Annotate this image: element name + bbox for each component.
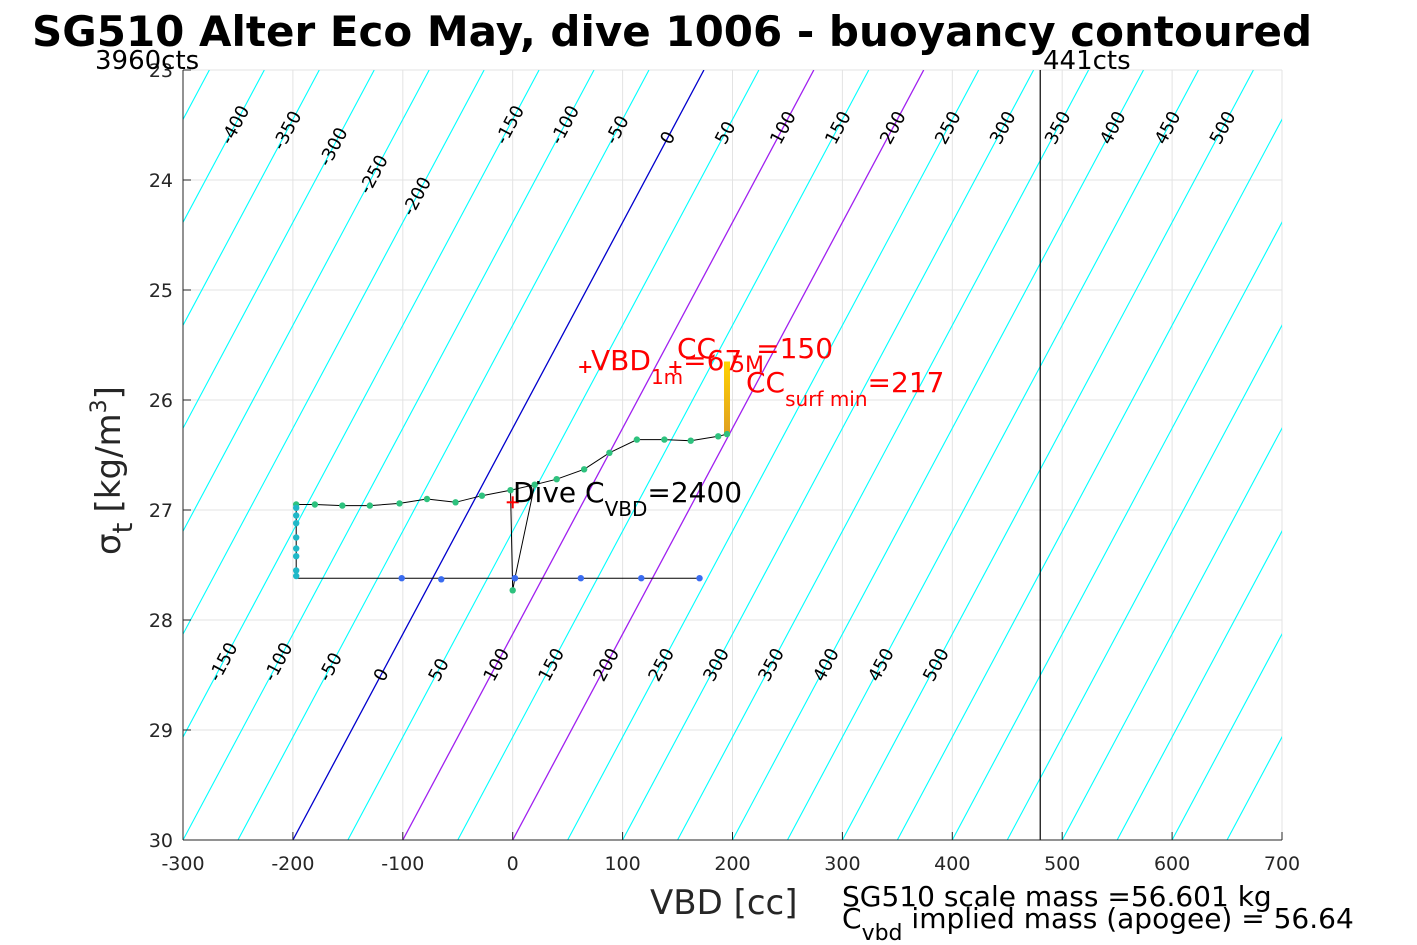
trajectory-line	[295, 433, 728, 579]
bottom-point	[292, 572, 300, 580]
dive-point	[366, 502, 374, 509]
contour-line	[567, 70, 980, 840]
bottom-point	[292, 512, 300, 519]
x-tick-label: 100	[604, 853, 640, 875]
y-tick-label: 24	[149, 170, 173, 192]
dive-point	[452, 499, 459, 506]
contour-line	[183, 70, 375, 430]
y-tick-label: 30	[149, 830, 173, 852]
contour-line	[183, 70, 320, 327]
x-tick-label: 300	[824, 853, 860, 875]
x-axis-label: VBD [cc]	[650, 883, 798, 923]
right-cts-label: 441cts	[1043, 46, 1131, 76]
bottom-point	[292, 534, 300, 541]
contour-line	[183, 70, 540, 739]
dive-data	[292, 70, 1041, 840]
y-tick-label: 29	[149, 720, 173, 742]
dive-point	[723, 430, 731, 438]
contour-line	[677, 70, 1090, 840]
dive-point	[339, 502, 346, 509]
implied-mass-text: Cvbd implied mass (apogee) = 56.64	[842, 902, 1354, 945]
contour-line	[896, 118, 1282, 840]
climb-point	[398, 575, 405, 582]
contour-line	[0, 70, 154, 840]
climb-point	[511, 575, 519, 582]
contour-line	[183, 70, 265, 224]
scale-mass-text: SG510 scale mass =56.601 kg	[842, 880, 1272, 913]
x-tick-label: 700	[1264, 853, 1300, 875]
cc-surf-min-annotation: CCsurf min=217	[746, 366, 944, 411]
dive-cvbd-annotation: Dive CVBD=2400	[513, 476, 742, 521]
bottom-point	[292, 520, 300, 527]
chart-title: SG510 Alter Eco May, dive 1006 - buoyanc…	[32, 7, 1312, 56]
contour-line	[237, 70, 650, 840]
contour-line	[841, 70, 1254, 840]
contour-line	[0, 70, 99, 840]
bottom-point	[292, 553, 300, 560]
climb-point	[638, 575, 645, 582]
contour-line	[183, 70, 430, 533]
contour-line	[786, 70, 1199, 840]
dive-point	[687, 437, 694, 444]
contour-line	[951, 221, 1282, 840]
apogee-point	[509, 587, 516, 594]
dive-point	[661, 436, 668, 443]
contour-line	[0, 70, 45, 840]
contour-line	[457, 70, 870, 840]
contour-line	[1281, 838, 1282, 840]
contour-line	[183, 70, 485, 636]
dive-point	[531, 481, 538, 488]
surface-bar	[724, 361, 731, 433]
y-axis-label: σt[kg/m3]	[87, 386, 139, 555]
y-tick-label: 28	[149, 610, 173, 632]
bottom-point	[292, 545, 300, 552]
contour-line	[512, 70, 925, 840]
dive-point	[580, 466, 588, 473]
contour-line	[1061, 427, 1282, 840]
contour-line	[347, 70, 760, 840]
dive-point	[715, 433, 722, 440]
dive-point	[478, 492, 486, 499]
bottom-point	[292, 504, 300, 511]
contour-line	[1171, 632, 1282, 840]
contour-line	[292, 70, 705, 840]
climb-point	[438, 576, 445, 583]
climb-point	[577, 575, 585, 582]
contour-line	[183, 70, 595, 840]
x-tick-label: -100	[381, 853, 424, 875]
cc-annotation: CC =150	[677, 332, 833, 365]
x-tick-label: 400	[934, 853, 970, 875]
apogee-connector	[510, 484, 536, 591]
x-tick-label: 200	[714, 853, 750, 875]
dive-point	[311, 501, 319, 508]
y-tick-label: 25	[149, 280, 173, 302]
contour-line	[622, 70, 1035, 840]
climb-point	[696, 575, 703, 582]
x-tick-label: 500	[1044, 853, 1080, 875]
overlap-annotation: 5M	[731, 353, 764, 378]
dive-point	[606, 449, 613, 456]
contour-line	[1006, 324, 1282, 840]
left-cts-label: 3960cts	[95, 46, 199, 76]
axes: -300 -200 -100 0 100 200 300 400 500 600 700 23 24 25…	[149, 60, 1300, 875]
y-tick-label: 23	[149, 60, 173, 82]
x-tick-label: -200	[271, 853, 314, 875]
x-tick-label: 600	[1154, 853, 1190, 875]
vbd-1m-annotation: VBD1m=67	[591, 344, 742, 389]
dive-point	[507, 487, 514, 494]
x-tick-label: -300	[161, 853, 204, 875]
y-tick-label: 27	[149, 500, 173, 522]
buoyancy-contours	[0, 70, 1282, 840]
dive-point	[423, 495, 431, 503]
dive-point	[633, 436, 641, 443]
dive-point	[396, 500, 403, 507]
contour-line	[732, 70, 1145, 840]
y-tick-label: 26	[149, 390, 173, 412]
bottom-point	[292, 567, 300, 574]
contour-line	[1116, 530, 1282, 840]
dive-point	[553, 476, 560, 483]
x-tick-label: 0	[507, 853, 519, 875]
